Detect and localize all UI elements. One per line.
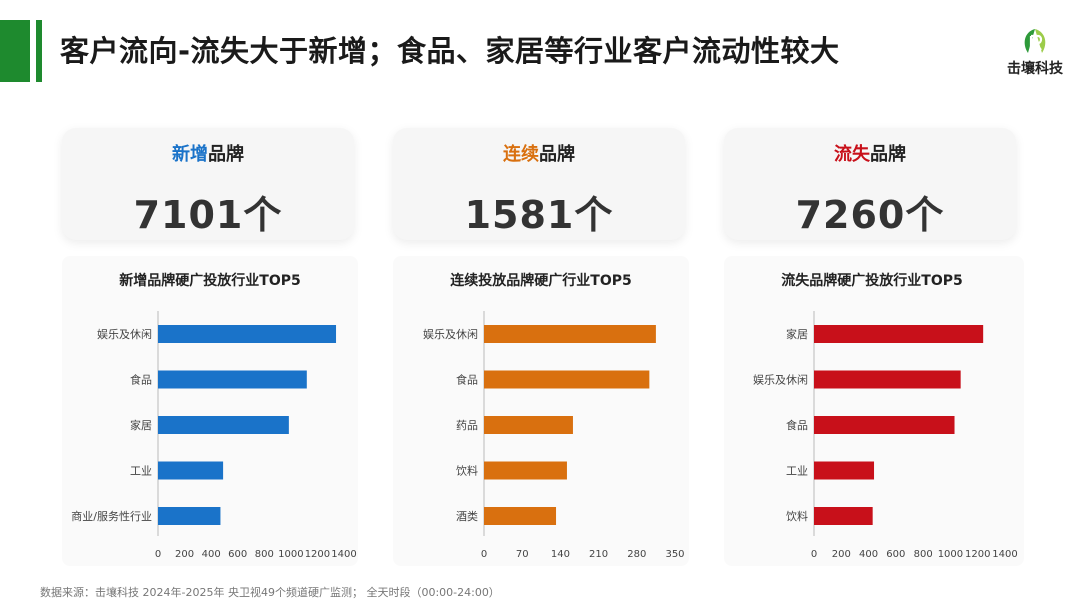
x-tick-label: 200 bbox=[175, 549, 194, 560]
bar bbox=[158, 507, 221, 525]
card-label: 连续品牌 bbox=[393, 140, 685, 166]
card-label: 流失品牌 bbox=[724, 140, 1016, 166]
chart-title: 连续投放品牌硬广行业TOP5 bbox=[450, 272, 631, 289]
bar bbox=[484, 416, 573, 434]
bar bbox=[158, 370, 307, 389]
x-tick-label: 1400 bbox=[992, 549, 1017, 560]
bar bbox=[814, 370, 961, 389]
bar bbox=[814, 416, 955, 434]
x-tick-label: 400 bbox=[202, 549, 221, 560]
card-label-rest: 品牌 bbox=[870, 144, 906, 165]
chart-panel-new: 新增品牌硬广投放行业TOP5 娱乐及休闲食品家居工业商业/服务性行业 0 200 400… bbox=[62, 256, 358, 566]
category-label: 药品 bbox=[456, 419, 478, 432]
x-tick-label: 70 bbox=[516, 549, 529, 560]
x-tick-label: 0 bbox=[155, 549, 161, 560]
card-continuing-brands: 连续品牌 1581个 bbox=[393, 128, 685, 240]
chart-panel-lost: 流失品牌硬广投放行业TOP5 家居娱乐及休闲食品工业饮料 0 200 400 600 800… bbox=[724, 256, 1024, 566]
x-tick-label: 0 bbox=[811, 549, 817, 560]
x-tick-label: 140 bbox=[551, 549, 570, 560]
category-label: 食品 bbox=[130, 373, 152, 387]
x-tick-label: 1000 bbox=[938, 549, 963, 560]
category-label: 饮料 bbox=[456, 464, 478, 478]
x-tick-label: 0 bbox=[481, 549, 487, 560]
category-label: 家居 bbox=[786, 327, 808, 341]
bar bbox=[158, 325, 337, 343]
card-label-highlight: 新增 bbox=[172, 144, 208, 165]
category-label: 娱乐及休闲 bbox=[423, 327, 478, 341]
logo-text: 击壤科技 bbox=[1007, 61, 1063, 77]
x-tick-label: 600 bbox=[886, 549, 905, 560]
card-new-brands: 新增品牌 7101个 bbox=[62, 128, 354, 240]
card-lost-brands: 流失品牌 7260个 bbox=[724, 128, 1016, 240]
chart-title: 流失品牌硬广投放行业TOP5 bbox=[781, 272, 962, 289]
x-tick-label: 200 bbox=[832, 549, 851, 560]
category-label: 食品 bbox=[456, 373, 478, 387]
category-label: 家居 bbox=[130, 418, 152, 432]
card-label-rest: 品牌 bbox=[208, 144, 244, 165]
category-label: 娱乐及休闲 bbox=[97, 327, 152, 341]
data-source-note: 数据来源：击壤科技 2024年-2025年 央卫视49个频道硬广监测； 全天时段… bbox=[40, 586, 500, 599]
card-value: 7260个 bbox=[795, 193, 945, 237]
category-label: 工业 bbox=[130, 465, 152, 478]
x-tick-label: 280 bbox=[627, 549, 646, 560]
chart-panel-continuing: 连续投放品牌硬广行业TOP5 娱乐及休闲食品药品饮料酒类 0 70 140 210 280 3… bbox=[393, 256, 689, 566]
company-logo: 击壤科技 bbox=[1000, 26, 1070, 78]
x-tick-label: 1000 bbox=[278, 549, 303, 560]
title-accent-bar bbox=[0, 20, 44, 82]
card-value: 7101个 bbox=[133, 193, 283, 237]
card-label: 新增品牌 bbox=[62, 140, 354, 166]
category-label: 商业/服务性行业 bbox=[71, 509, 152, 523]
x-tick-label: 1200 bbox=[305, 549, 330, 560]
x-tick-label: 210 bbox=[589, 549, 608, 560]
category-label: 工业 bbox=[786, 465, 808, 478]
page-title: 客户流向-流失大于新增；食品、家居等行业客户流动性较大 bbox=[60, 34, 840, 68]
x-tick-label: 800 bbox=[914, 549, 933, 560]
x-tick-label: 600 bbox=[228, 549, 247, 560]
leaf-logo-icon bbox=[1024, 29, 1046, 53]
x-tick-label: 350 bbox=[665, 549, 684, 560]
bar bbox=[484, 325, 656, 343]
category-label: 饮料 bbox=[786, 509, 808, 523]
bar bbox=[484, 370, 650, 389]
bar bbox=[814, 507, 873, 525]
x-tick-label: 800 bbox=[255, 549, 274, 560]
bar bbox=[814, 461, 875, 480]
chart-title: 新增品牌硬广投放行业TOP5 bbox=[119, 272, 300, 289]
card-label-highlight: 流失 bbox=[834, 144, 870, 165]
x-tick-label: 1200 bbox=[965, 549, 990, 560]
category-label: 娱乐及休闲 bbox=[753, 373, 808, 387]
category-label: 食品 bbox=[786, 418, 808, 432]
bar bbox=[158, 461, 224, 480]
x-tick-label: 400 bbox=[859, 549, 878, 560]
bar bbox=[158, 416, 289, 434]
bar bbox=[484, 461, 567, 480]
card-label-highlight: 连续 bbox=[503, 144, 539, 165]
x-tick-label: 1400 bbox=[331, 549, 356, 560]
bar bbox=[484, 507, 557, 525]
category-label: 酒类 bbox=[456, 509, 478, 523]
card-label-rest: 品牌 bbox=[539, 144, 575, 165]
card-value: 1581个 bbox=[464, 193, 614, 237]
bar bbox=[814, 325, 984, 343]
